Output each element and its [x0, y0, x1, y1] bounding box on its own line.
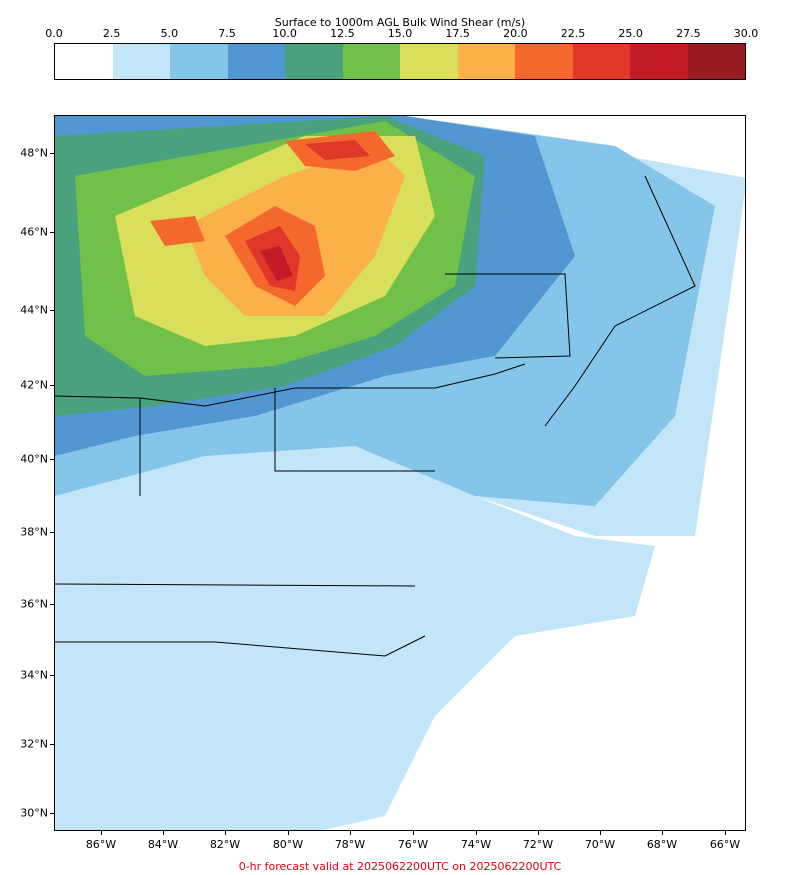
- latitude-tick: [50, 604, 54, 605]
- longitude-label: 80°W: [272, 838, 304, 851]
- colorbar-segment: [170, 44, 228, 79]
- shear-band-22-5-north: [305, 140, 370, 160]
- colorbar-segment: [400, 44, 458, 79]
- colorbar-tick-label: 0.0: [45, 27, 63, 40]
- colorbar-tick-label: 15.0: [387, 27, 413, 40]
- latitude-label: 36°N: [20, 597, 48, 611]
- latitude-tick: [50, 232, 54, 233]
- latitude-tick: [50, 744, 54, 745]
- longitude-tick: [163, 831, 164, 835]
- latitude-tick: [50, 385, 54, 386]
- longitude-label: 66°W: [709, 838, 741, 851]
- longitude-label: 76°W: [397, 838, 429, 851]
- shear-band-20-0-west: [150, 216, 205, 246]
- longitude-tick: [288, 831, 289, 835]
- latitude-label: 46°N: [20, 225, 48, 239]
- shear-band-2-5: [55, 446, 655, 830]
- longitude-label: 72°W: [522, 838, 554, 851]
- longitude-tick: [725, 831, 726, 835]
- latitude-label: 42°N: [20, 378, 48, 392]
- latitude-label: 40°N: [20, 452, 48, 466]
- latitude-label: 34°N: [20, 668, 48, 682]
- wind-shear-map: [55, 116, 745, 830]
- longitude-label: 84°W: [147, 838, 179, 851]
- colorbar-segment: [515, 44, 573, 79]
- longitude-label: 82°W: [209, 838, 241, 851]
- latitude-tick: [50, 813, 54, 814]
- latitude-tick: [50, 310, 54, 311]
- longitude-label: 74°W: [460, 838, 492, 851]
- forecast-footer: 0-hr forecast valid at 2025062200UTC on …: [238, 860, 562, 873]
- longitude-tick: [476, 831, 477, 835]
- colorbar-tick-label: 22.5: [560, 27, 586, 40]
- colorbar-segment: [227, 44, 285, 79]
- map-panel: [54, 115, 746, 831]
- colorbar-tick-label: 10.0: [272, 27, 297, 40]
- colorbar-tick-label: 17.5: [445, 27, 470, 40]
- colorbar-title: Surface to 1000m AGL Bulk Wind Shear (m/…: [274, 16, 526, 29]
- colorbar-segment: [285, 44, 343, 79]
- colorbar-tick-label: 25.0: [618, 27, 643, 40]
- latitude-tick: [50, 532, 54, 533]
- longitude-label: 86°W: [85, 838, 117, 851]
- colorbar-segment: [572, 44, 630, 79]
- longitude-label: 70°W: [584, 838, 616, 851]
- longitude-tick: [662, 831, 663, 835]
- colorbar-tick-label: 5.0: [160, 27, 179, 40]
- latitude-label: 48°N: [20, 146, 48, 160]
- political-boundaries: [55, 175, 696, 657]
- latitude-label: 32°N: [20, 737, 48, 751]
- longitude-tick: [350, 831, 351, 835]
- colorbar: [54, 43, 746, 80]
- colorbar-segment: [630, 44, 688, 79]
- longitude-tick: [413, 831, 414, 835]
- colorbar-tick-label: 30.0: [733, 27, 759, 40]
- colorbar-segment: [687, 44, 745, 79]
- colorbar-tick-label: 20.0: [503, 27, 528, 40]
- colorbar-segment: [112, 44, 170, 79]
- latitude-label: 38°N: [20, 525, 48, 539]
- colorbar-tick-label: 27.5: [676, 27, 701, 40]
- latitude-label: 44°N: [20, 303, 48, 317]
- longitude-label: 68°W: [646, 838, 678, 851]
- longitude-tick: [101, 831, 102, 835]
- colorbar-tick-label: 7.5: [218, 27, 236, 40]
- shear-band-25-0: [260, 246, 293, 281]
- colorbar-segment: [457, 44, 515, 79]
- colorbar-tick-label: 12.5: [330, 27, 355, 40]
- latitude-tick: [50, 675, 54, 676]
- latitude-tick: [50, 459, 54, 460]
- colorbar-tick-label: 2.5: [102, 27, 121, 40]
- longitude-tick: [600, 831, 601, 835]
- longitude-tick: [538, 831, 539, 835]
- latitude-label: 30°N: [20, 806, 48, 820]
- colorbar-segment: [55, 44, 113, 79]
- latitude-tick: [50, 153, 54, 154]
- longitude-label: 78°W: [334, 838, 366, 851]
- colorbar-segment: [342, 44, 400, 79]
- longitude-tick: [225, 831, 226, 835]
